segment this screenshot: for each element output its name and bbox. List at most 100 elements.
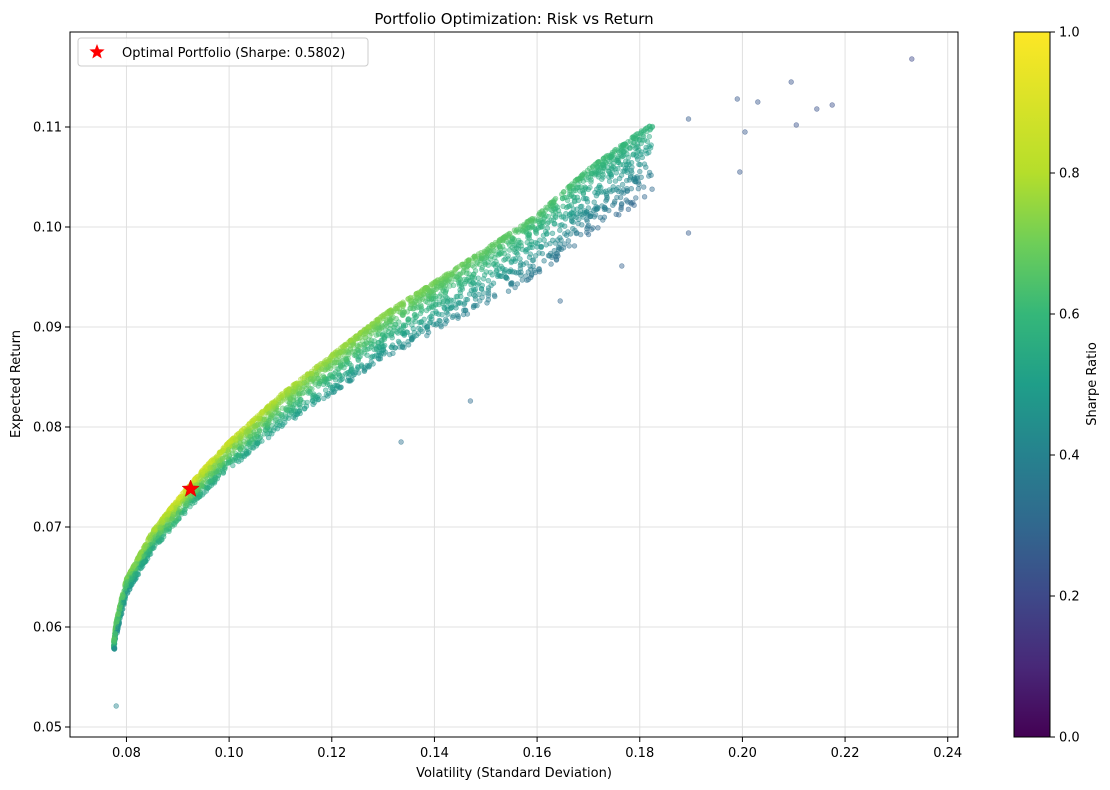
portfolio-point [387,317,394,323]
x-tick-label: 0.18 [625,746,654,761]
portfolio-point [280,421,286,428]
portfolio-point [603,196,610,203]
portfolio-point [619,154,625,160]
portfolio-point [265,434,272,441]
portfolio-point [436,299,443,305]
portfolio-point [557,235,563,241]
portfolio-point [418,326,424,333]
portfolio-point [529,244,535,251]
portfolio-point [274,426,281,432]
x-tick-label: 0.12 [317,746,346,761]
portfolio-point [405,317,411,323]
portfolio-point [379,347,385,354]
colorbar-tick-label: 0.0 [1059,731,1080,746]
portfolio-point [603,198,609,204]
portfolio-point [909,56,915,62]
portfolio-point [632,176,638,182]
portfolio-point [343,356,350,362]
y-tick-label: 0.11 [33,121,62,136]
portfolio-point [147,536,154,543]
portfolio-point [170,511,177,517]
portfolio-point [516,239,522,246]
portfolio-point [449,314,456,320]
portfolio-point [482,260,488,266]
portfolio-point [487,269,493,276]
portfolio-point [502,256,508,262]
portfolio-point [574,184,581,191]
portfolio-point [217,462,223,469]
portfolio-point [569,181,575,187]
portfolio-point [246,450,252,456]
portfolio-point [512,258,518,264]
portfolio-point [630,134,636,141]
portfolio-point [397,344,403,350]
portfolio-point [788,79,794,85]
portfolio-point [343,361,349,367]
portfolio-point [464,270,470,276]
x-tick-label: 0.08 [112,746,141,761]
portfolio-point [608,165,615,172]
portfolio-point [565,238,572,244]
portfolio-point [814,106,820,112]
portfolio-point [274,413,280,419]
portfolio-point [525,269,531,275]
portfolio-point [198,482,205,488]
portfolio-point [390,350,396,356]
portfolio-point [251,435,257,442]
portfolio-point [371,338,378,344]
portfolio-point [649,186,655,192]
portfolio-point [261,416,267,422]
portfolio-point [474,261,480,267]
portfolio-point [212,462,219,469]
portfolio-point [485,278,492,284]
portfolio-point [140,563,146,569]
portfolio-point [475,275,481,281]
portfolio-point [597,214,603,221]
portfolio-point [259,408,266,415]
portfolio-point [606,178,613,185]
portfolio-point [237,446,244,452]
portfolio-point [514,281,521,287]
portfolio-point [297,398,303,404]
portfolio-point [635,144,641,150]
portfolio-point [553,253,559,260]
portfolio-point [323,387,329,393]
portfolio-point [346,351,352,357]
portfolio-point [507,231,513,237]
portfolio-point [509,280,515,287]
portfolio-point [648,142,654,148]
portfolio-point [389,335,395,341]
portfolio-point [156,538,162,544]
x-tick-label: 0.22 [831,746,860,761]
portfolio-point [207,472,214,478]
portfolio-point [593,193,600,199]
portfolio-point [549,237,556,244]
portfolio-point [455,313,461,320]
portfolio-point [330,374,336,380]
portfolio-point [219,456,226,462]
portfolio-point [395,338,402,345]
portfolio-point [416,304,422,310]
portfolio-point [560,245,567,251]
colorbar-tick-label: 0.4 [1059,449,1080,464]
portfolio-point [257,421,264,428]
portfolio-point [485,290,492,296]
portfolio-point [591,199,597,205]
portfolio-point [593,171,599,177]
x-tick-label: 0.14 [420,746,449,761]
portfolio-point [493,258,499,265]
portfolio-point [366,328,372,334]
portfolio-point [407,305,414,312]
portfolio-point [348,367,354,373]
portfolio-point [230,462,236,469]
portfolio-point [151,545,157,551]
portfolio-point [742,129,748,135]
portfolio-point [425,293,432,299]
portfolio-point [588,226,595,233]
y-tick-label: 0.10 [33,221,62,236]
portfolio-point [523,249,529,255]
portfolio-point [277,417,284,423]
portfolio-point [513,245,520,251]
portfolio-point [328,362,334,369]
portfolio-point [513,250,520,256]
